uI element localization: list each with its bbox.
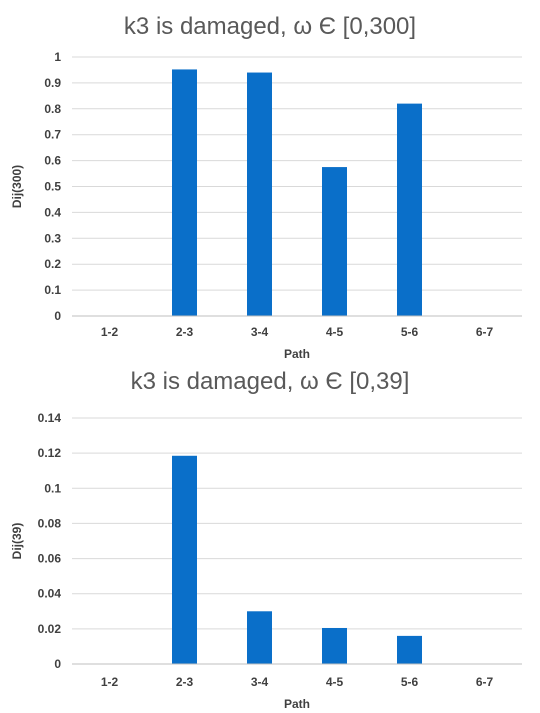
chart-top-bars: [172, 69, 422, 317]
y-tick-label-top-1: 0.1: [44, 283, 61, 297]
y-tick-label-top-2: 0.2: [44, 257, 61, 271]
y-tick-label-bottom-1: 0.02: [38, 622, 62, 636]
chart-top-y-ticks: 0 0.1 0.2 0.3 0.4 0.5 0.6 0.7 0.8 0.9 1: [44, 50, 61, 323]
bar-bottom-2-3: [172, 455, 197, 664]
x-tick-label-bottom-6-7: 6-7: [476, 675, 494, 689]
y-tick-label-top-9: 0.9: [44, 76, 61, 90]
x-tick-label-top-5-6: 5-6: [401, 325, 419, 339]
y-tick-label-top-0: 0: [54, 309, 61, 323]
x-tick-label-bottom-2-3: 2-3: [176, 675, 194, 689]
chart-bottom: k3 is damaged, ω Є [0,39] 00.020.040.060…: [10, 368, 522, 711]
y-tick-label-top-6: 0.6: [44, 154, 61, 168]
x-tick-label-bottom-3-4: 3-4: [251, 675, 269, 689]
y-tick-label-top-8: 0.8: [44, 102, 61, 116]
y-tick-label-top-4: 0.4: [44, 205, 61, 219]
chart-bottom-x-ticks: 1-2 2-3 3-4 4-5 5-6 6-7: [101, 675, 494, 689]
y-tick-label-bottom-3: 0.06: [38, 552, 62, 566]
chart-top-title: k3 is damaged, ω Є [0,300]: [124, 13, 416, 40]
bar-bottom-3-4: [247, 611, 272, 664]
x-tick-label-top-4-5: 4-5: [326, 325, 344, 339]
y-tick-label-bottom-4: 0.08: [38, 516, 62, 530]
y-tick-label-bottom-5: 0.1: [44, 481, 61, 495]
bar-bottom-4-5: [322, 627, 347, 664]
y-tick-label-top-7: 0.7: [44, 128, 61, 142]
bar-top-3-4: [247, 72, 272, 316]
bar-top-2-3: [172, 69, 197, 316]
chart-top-x-axis-label: Path: [284, 347, 310, 361]
chart-bottom-bars: [172, 455, 422, 664]
chart-bottom-title: k3 is damaged, ω Є [0,39]: [131, 368, 410, 395]
y-tick-label-bottom-0: 0: [54, 657, 61, 671]
chart-bottom-y-ticks: 0 0.02 0.04 0.06 0.08 0.1 0.12 0.14: [38, 411, 62, 671]
x-tick-label-bottom-1-2: 1-2: [101, 675, 119, 689]
chart-top-x-ticks: 1-2 2-3 3-4 4-5 5-6 6-7: [101, 325, 494, 339]
bar-top-4-5: [322, 167, 347, 316]
y-tick-label-bottom-2: 0.04: [38, 587, 62, 601]
y-tick-label-bottom-6: 0.12: [38, 446, 62, 460]
chart-bottom-x-axis-label: Path: [284, 697, 310, 711]
bar-bottom-5-6: [397, 635, 422, 664]
y-tick-label-bottom-7: 0.14: [38, 411, 62, 425]
chart-top: k3 is damaged, ω Є [0,300] 0 0.1 0.2 0.3 0.4…: [10, 13, 522, 361]
x-tick-label-bottom-5-6: 5-6: [401, 675, 419, 689]
x-tick-label-bottom-4-5: 4-5: [326, 675, 344, 689]
chart-bottom-y-axis-label: Dij(39): [10, 523, 24, 560]
y-tick-label-top-5: 0.5: [44, 180, 61, 194]
chart-bottom-gridlines: [72, 417, 522, 630]
y-tick-label-top-10: 1: [54, 50, 61, 64]
y-tick-label-top-3: 0.3: [44, 231, 61, 245]
chart-top-y-axis-label: Dij(300): [10, 165, 24, 208]
x-tick-label-top-2-3: 2-3: [176, 325, 194, 339]
bar-top-5-6: [397, 103, 422, 317]
x-tick-label-top-3-4: 3-4: [251, 325, 269, 339]
x-tick-label-top-1-2: 1-2: [101, 325, 119, 339]
x-tick-label-top-6-7: 6-7: [476, 325, 494, 339]
chart-top-gridlines: [72, 56, 522, 291]
